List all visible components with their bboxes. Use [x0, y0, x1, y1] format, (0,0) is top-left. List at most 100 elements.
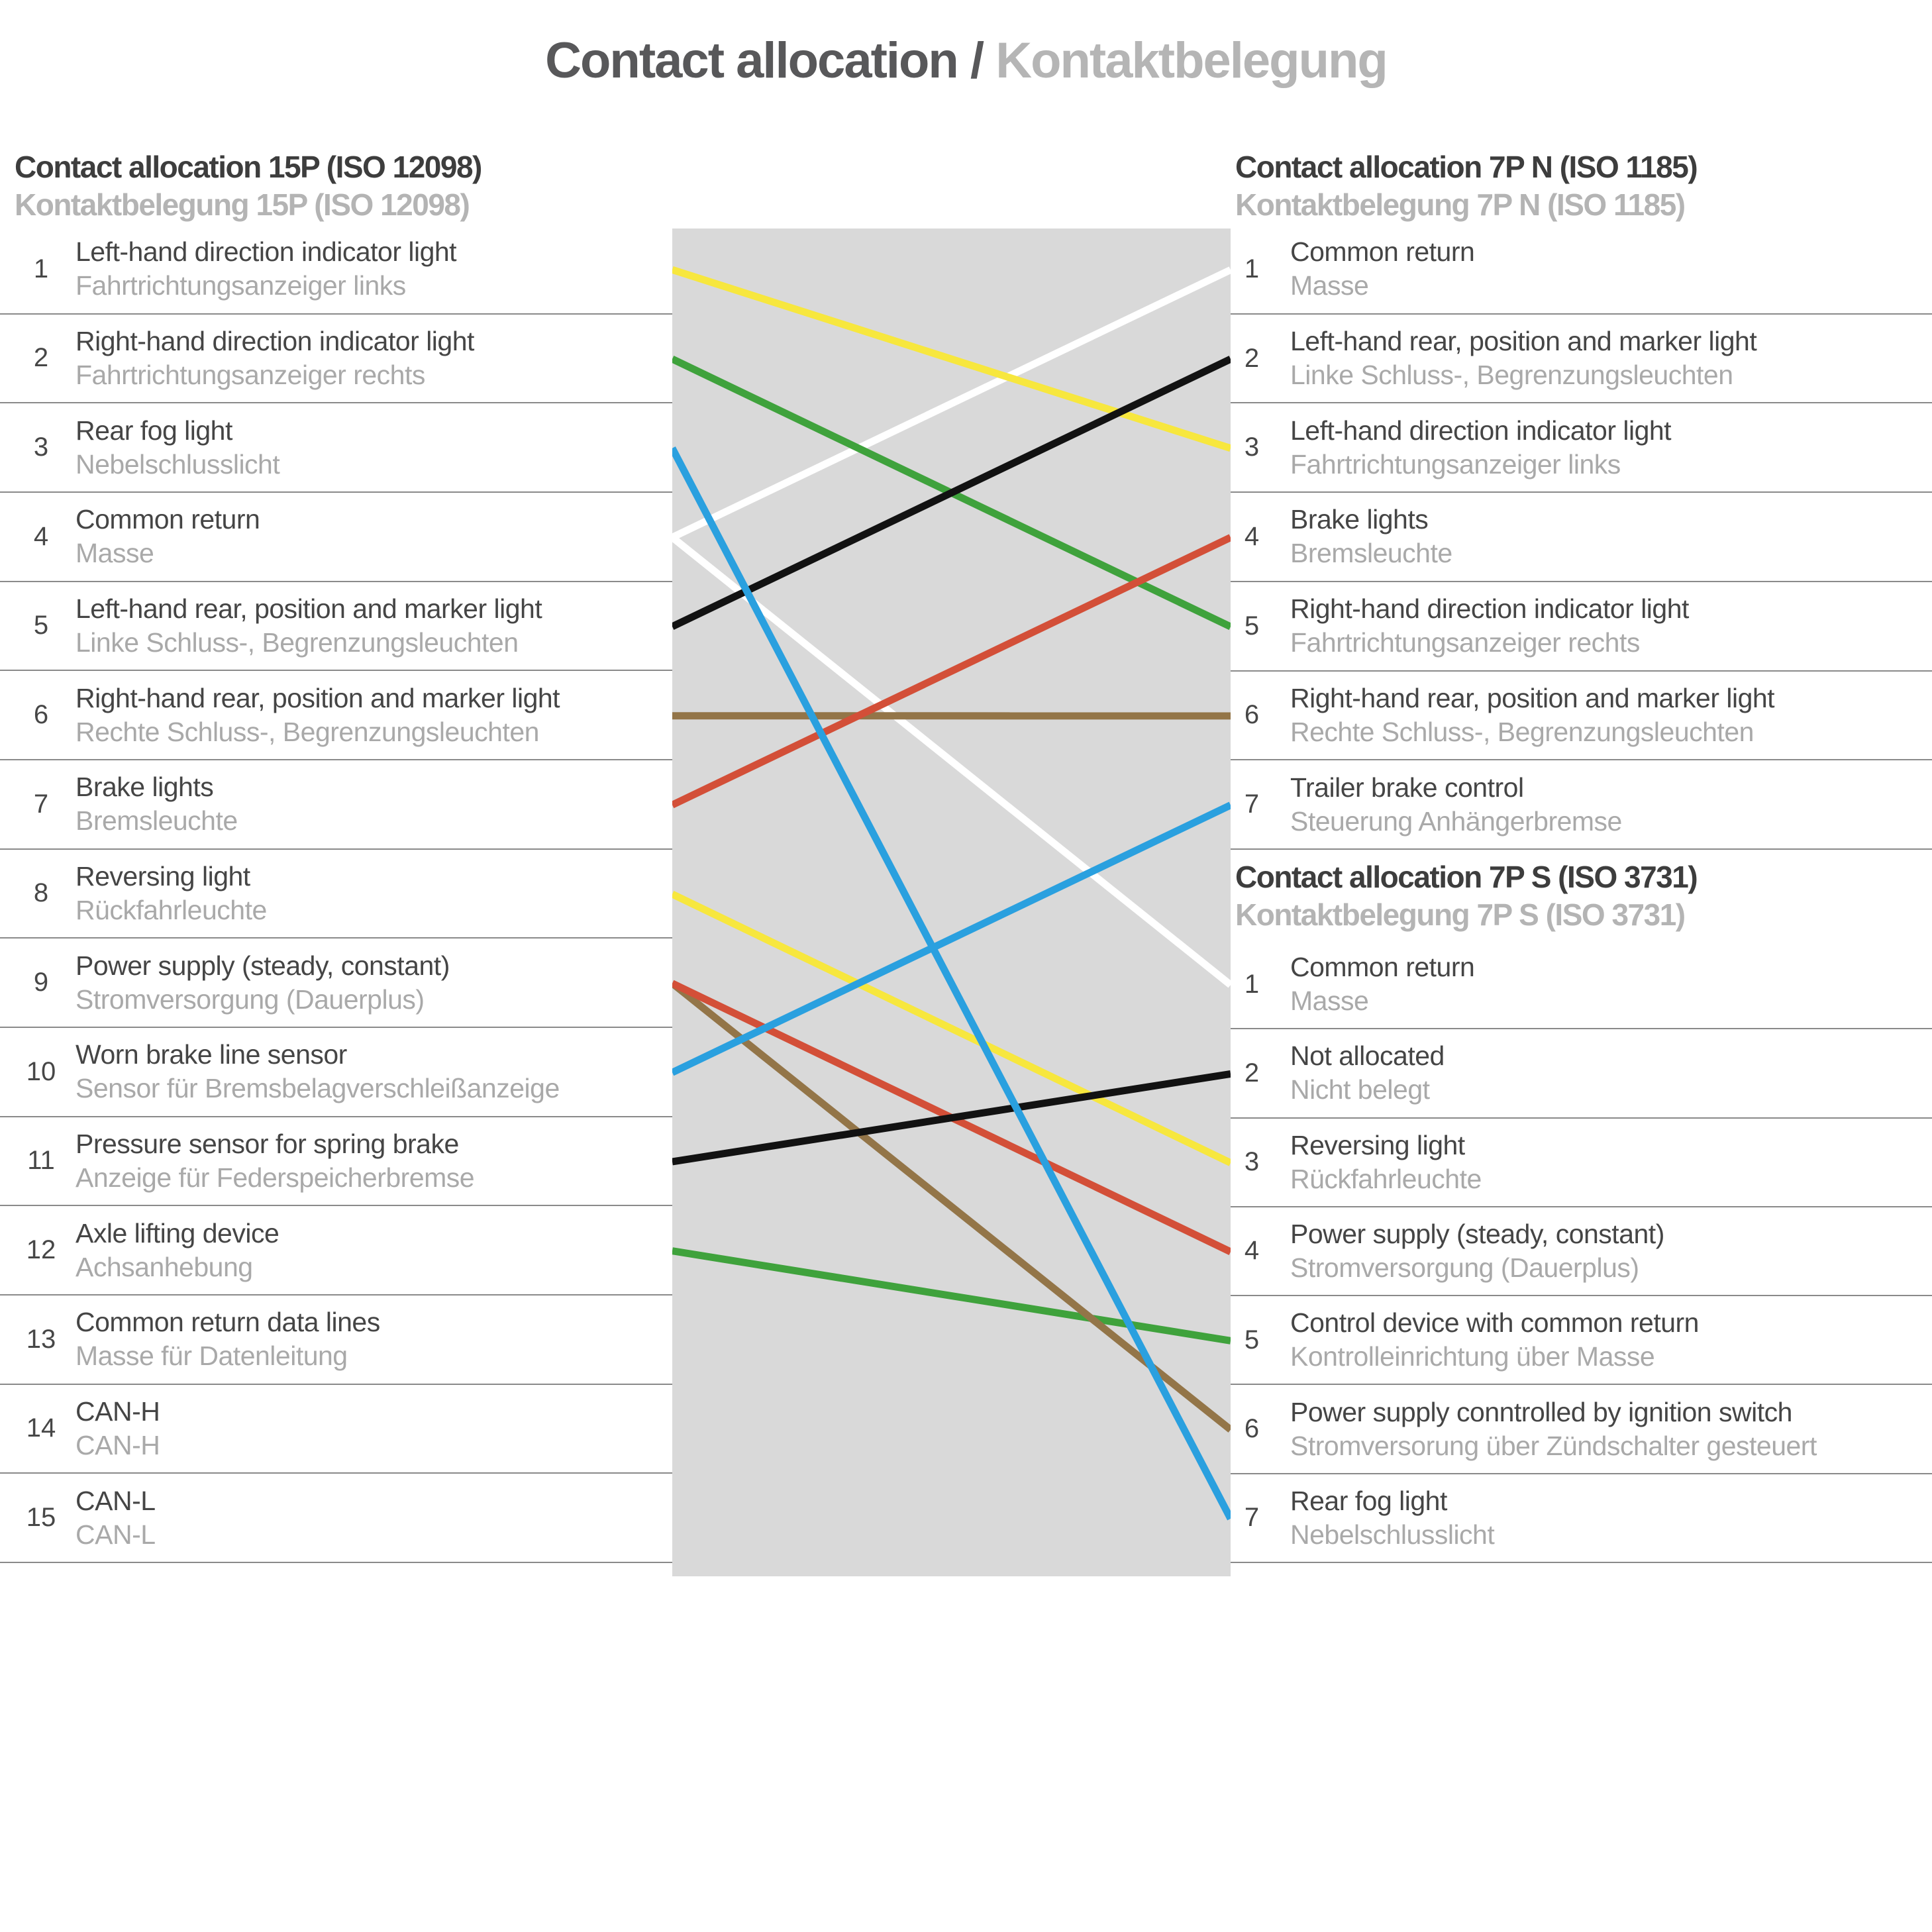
header-15p-english: Contact allocation 15P (ISO 12098) [15, 150, 482, 184]
pin-number: 3 [1244, 432, 1260, 462]
pin-label-en: Power supply conntrolled by ignition swi… [1290, 1396, 1792, 1427]
pin-number: 6 [1244, 1414, 1260, 1444]
pin-label-de: CAN-L [76, 1519, 156, 1550]
row-15p-1: 1 Left-hand direction indicator light Fahr… [0, 225, 672, 315]
pin-label-de: Bremsleuchte [76, 805, 238, 837]
pin-label: Right-hand rear, position and marker lig… [1290, 682, 1775, 749]
wire-red-15p7-7pn4 [672, 534, 1231, 809]
row-7pn-1: 1 Common return Masse [1231, 225, 1932, 315]
pin-label-de: Anzeige für Federspeicherbremse [76, 1162, 475, 1193]
pin-number: 2 [1244, 1058, 1260, 1088]
pin-number: 7 [1244, 1503, 1260, 1533]
pin-label: Right-hand direction indicator light Fahr… [1290, 592, 1689, 660]
pin-label-en: Power supply (steady, constant) [1290, 1218, 1664, 1249]
pin-label: Right-hand rear, position and marker lig… [76, 682, 560, 749]
pin-label: Common return Masse [1290, 950, 1475, 1018]
pin-number: 1 [1244, 254, 1260, 283]
pin-number: 3 [33, 432, 49, 462]
pin-label-de: Bremsleuchte [1290, 538, 1452, 569]
pin-label-de: Masse [1290, 270, 1369, 301]
pin-label-en: Trailer brake control [1290, 772, 1524, 803]
pin-label-en: Worn brake line sensor [76, 1039, 347, 1070]
wire-white-15p4-7pn1 [672, 266, 1231, 541]
pin-label-en: Left-hand direction indicator light [1290, 415, 1672, 446]
pin-number: 3 [1244, 1147, 1260, 1177]
pin-number: 10 [26, 1056, 56, 1086]
pin-label: Power supply (steady, constant) Stromvers… [76, 949, 450, 1017]
row-7ps-4: 4 Power supply (steady, constant) Stromver… [1231, 1207, 1932, 1297]
wire-white-15p4-7ps1 [672, 534, 1231, 988]
row-15p-14: 14 CAN-H CAN-H [0, 1385, 672, 1474]
row-15p-4: 4 Common return Masse [0, 493, 672, 582]
pin-label: Pressure sensor for spring brake Anzeige … [76, 1127, 475, 1195]
pin-label-de: Sensor für Bremsbelagverschleißanzeige [76, 1073, 560, 1104]
row-15p-6: 6 Right-hand rear, position and marker li… [0, 671, 672, 760]
row-15p-12: 12 Axle lifting device Achsanhebung [0, 1206, 672, 1296]
pin-number: 9 [33, 968, 49, 997]
row-7pn-2: 2 Left-hand rear, position and marker lig… [1231, 315, 1932, 404]
pin-label-de: Masse für Datenleitung [76, 1341, 348, 1372]
row-7ps-2: 2 Not allocated Nicht belegt [1231, 1029, 1932, 1119]
pin-label: Left-hand rear, position and marker ligh… [1290, 325, 1757, 392]
pin-label: CAN-L CAN-L [76, 1484, 156, 1552]
header-7pn-english: Contact allocation 7P N (ISO 1185) [1235, 150, 1698, 184]
pin-label: Brake lights Bremsleuchte [1290, 503, 1452, 570]
pin-label-en: Right-hand direction indicator light [76, 325, 474, 356]
row-7pn-6: 6 Right-hand rear, position and marker li… [1231, 672, 1932, 761]
wire-black-15p5-7pn2 [672, 356, 1231, 630]
pin-label-en: CAN-H [76, 1396, 160, 1427]
row-7ps-7: 7 Rear fog light Nebelschlusslicht [1231, 1474, 1932, 1563]
header-7pn-german: Kontaktbelegung 7P N (ISO 1185) [1235, 187, 1686, 222]
row-15p-8: 8 Reversing light Rückfahrleuchte [0, 850, 672, 939]
pin-label-en: Pressure sensor for spring brake [76, 1128, 459, 1159]
pin-label: Right-hand direction indicator light Fahr… [76, 325, 474, 392]
pin-label-de: CAN-H [76, 1429, 160, 1460]
pin-label: Reversing light Rückfahrleuchte [76, 860, 267, 927]
pin-label-de: Rechte Schluss-, Begrenzungsleuchten [76, 716, 539, 747]
pin-label: Left-hand direction indicator light Fahrt… [1290, 414, 1672, 482]
pin-number: 5 [1244, 1325, 1260, 1354]
pin-label-de: Achsanhebung [76, 1251, 253, 1282]
pin-label-en: Common return [1290, 236, 1475, 268]
wire-diagram [672, 266, 1231, 1521]
row-7pn-7: 7 Trailer brake control Steuerung Anhänger… [1231, 760, 1932, 850]
pin-label-de: Steuerung Anhängerbremse [1290, 805, 1622, 837]
pin-label-de: Fahrtrichtungsanzeiger links [76, 270, 406, 301]
pin-label: Trailer brake control Steuerung Anhängerb… [1290, 771, 1622, 839]
header-7ps-english: Contact allocation 7P S (ISO 3731) [1235, 860, 1698, 894]
pin-label-de: Fahrtrichtungsanzeiger rechts [76, 359, 425, 390]
pin-label-de: Stromversorgung (Dauerplus) [1290, 1252, 1639, 1283]
pin-number: 1 [1244, 969, 1260, 999]
pin-number: 5 [33, 611, 49, 640]
pin-number: 1 [33, 254, 49, 283]
wire-yellow-15p1-7pn3 [672, 266, 1231, 452]
row-15p-15: 15 CAN-L CAN-L [0, 1474, 672, 1563]
pin-label-de: Masse [76, 538, 154, 569]
pin-label: Axle lifting device Achsanhebung [76, 1217, 280, 1284]
pin-number: 13 [26, 1324, 56, 1354]
pin-label-de: Linke Schluss-, Begrenzungsleuchten [1290, 360, 1733, 391]
pin-number: 4 [1244, 1236, 1260, 1266]
pin-label-en: Common return [76, 504, 260, 535]
pin-label-en: Reversing light [1290, 1129, 1465, 1160]
row-7pn-3: 3 Left-hand direction indicator light Fahr… [1231, 403, 1932, 493]
pin-label-en: Rear fog light [1290, 1485, 1447, 1516]
pin-label-de: Fahrtrichtungsanzeiger rechts [1290, 627, 1640, 658]
pin-label-en: Left-hand direction indicator light [76, 236, 457, 268]
pin-label: Common return Masse [76, 503, 260, 570]
pin-label: Power supply (steady, constant) Stromvers… [1290, 1217, 1664, 1285]
table-7ps: 1 Common return Masse 2 Not allocated Nicht b… [1231, 941, 1932, 1563]
row-15p-3: 3 Rear fog light Nebelschlusslicht [0, 403, 672, 493]
pin-label: Reversing light Rückfahrleuchte [1290, 1129, 1482, 1196]
header-7ps-german: Kontaktbelegung 7P S (ISO 3731) [1235, 897, 1686, 932]
pin-label: Rear fog light Nebelschlusslicht [1290, 1484, 1495, 1552]
wire-yellow-15p8-7ps3 [672, 891, 1231, 1166]
pin-label-de: Nicht belegt [1290, 1074, 1430, 1105]
wire-panel [672, 229, 1231, 1576]
wire-brown-15p9-7ps6 [672, 980, 1231, 1433]
pin-label-en: Control device with common return [1290, 1307, 1699, 1339]
pin-number: 15 [26, 1503, 56, 1533]
wire-black-15p11-7ps2 [672, 1070, 1231, 1166]
header-7ps: Contact allocation 7P S (ISO 3731) Konta… [1235, 858, 1698, 934]
